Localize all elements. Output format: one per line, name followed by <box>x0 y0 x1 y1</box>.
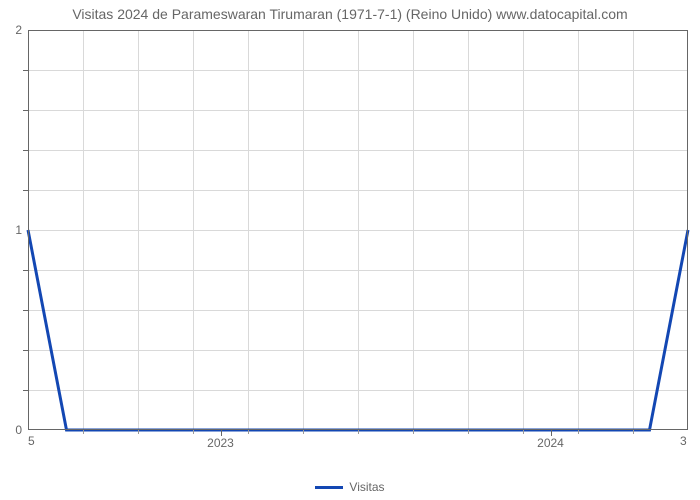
x-tick-minor <box>358 430 359 434</box>
x-tick-minor <box>468 430 469 434</box>
x-tick-minor <box>303 430 304 434</box>
series-polyline <box>28 230 688 430</box>
y-tick-label: 0 <box>15 423 22 437</box>
x-tick-minor <box>523 430 524 434</box>
legend-swatch <box>315 486 343 489</box>
x-tick-minor <box>248 430 249 434</box>
x-corner-left: 5 <box>28 434 35 448</box>
plot-area: 0122023202453 <box>28 30 688 430</box>
x-corner-right: 3 <box>680 434 687 448</box>
legend-item-visitas: Visitas <box>315 480 384 494</box>
y-tick-minor <box>23 270 28 271</box>
x-tick-minor <box>633 430 634 434</box>
y-tick-minor <box>23 70 28 71</box>
y-tick-label: 1 <box>15 223 22 237</box>
x-tick-label: 2023 <box>207 436 234 450</box>
y-tick-minor <box>23 350 28 351</box>
y-tick-minor <box>23 310 28 311</box>
y-tick-minor <box>23 150 28 151</box>
chart-title: Visitas 2024 de Parameswaran Tirumaran (… <box>0 6 700 22</box>
x-tick-minor <box>83 430 84 434</box>
x-tick-minor <box>193 430 194 434</box>
x-tick-label: 2024 <box>537 436 564 450</box>
x-tick-minor <box>138 430 139 434</box>
x-tick-minor <box>413 430 414 434</box>
x-tick-minor <box>578 430 579 434</box>
chart-container: Visitas 2024 de Parameswaran Tirumaran (… <box>0 0 700 500</box>
legend: Visitas <box>0 476 700 495</box>
data-line-svg <box>28 30 688 430</box>
y-tick-minor <box>23 190 28 191</box>
y-tick-label: 2 <box>15 23 22 37</box>
y-tick-minor <box>23 110 28 111</box>
y-tick-minor <box>23 390 28 391</box>
legend-label: Visitas <box>349 480 384 494</box>
